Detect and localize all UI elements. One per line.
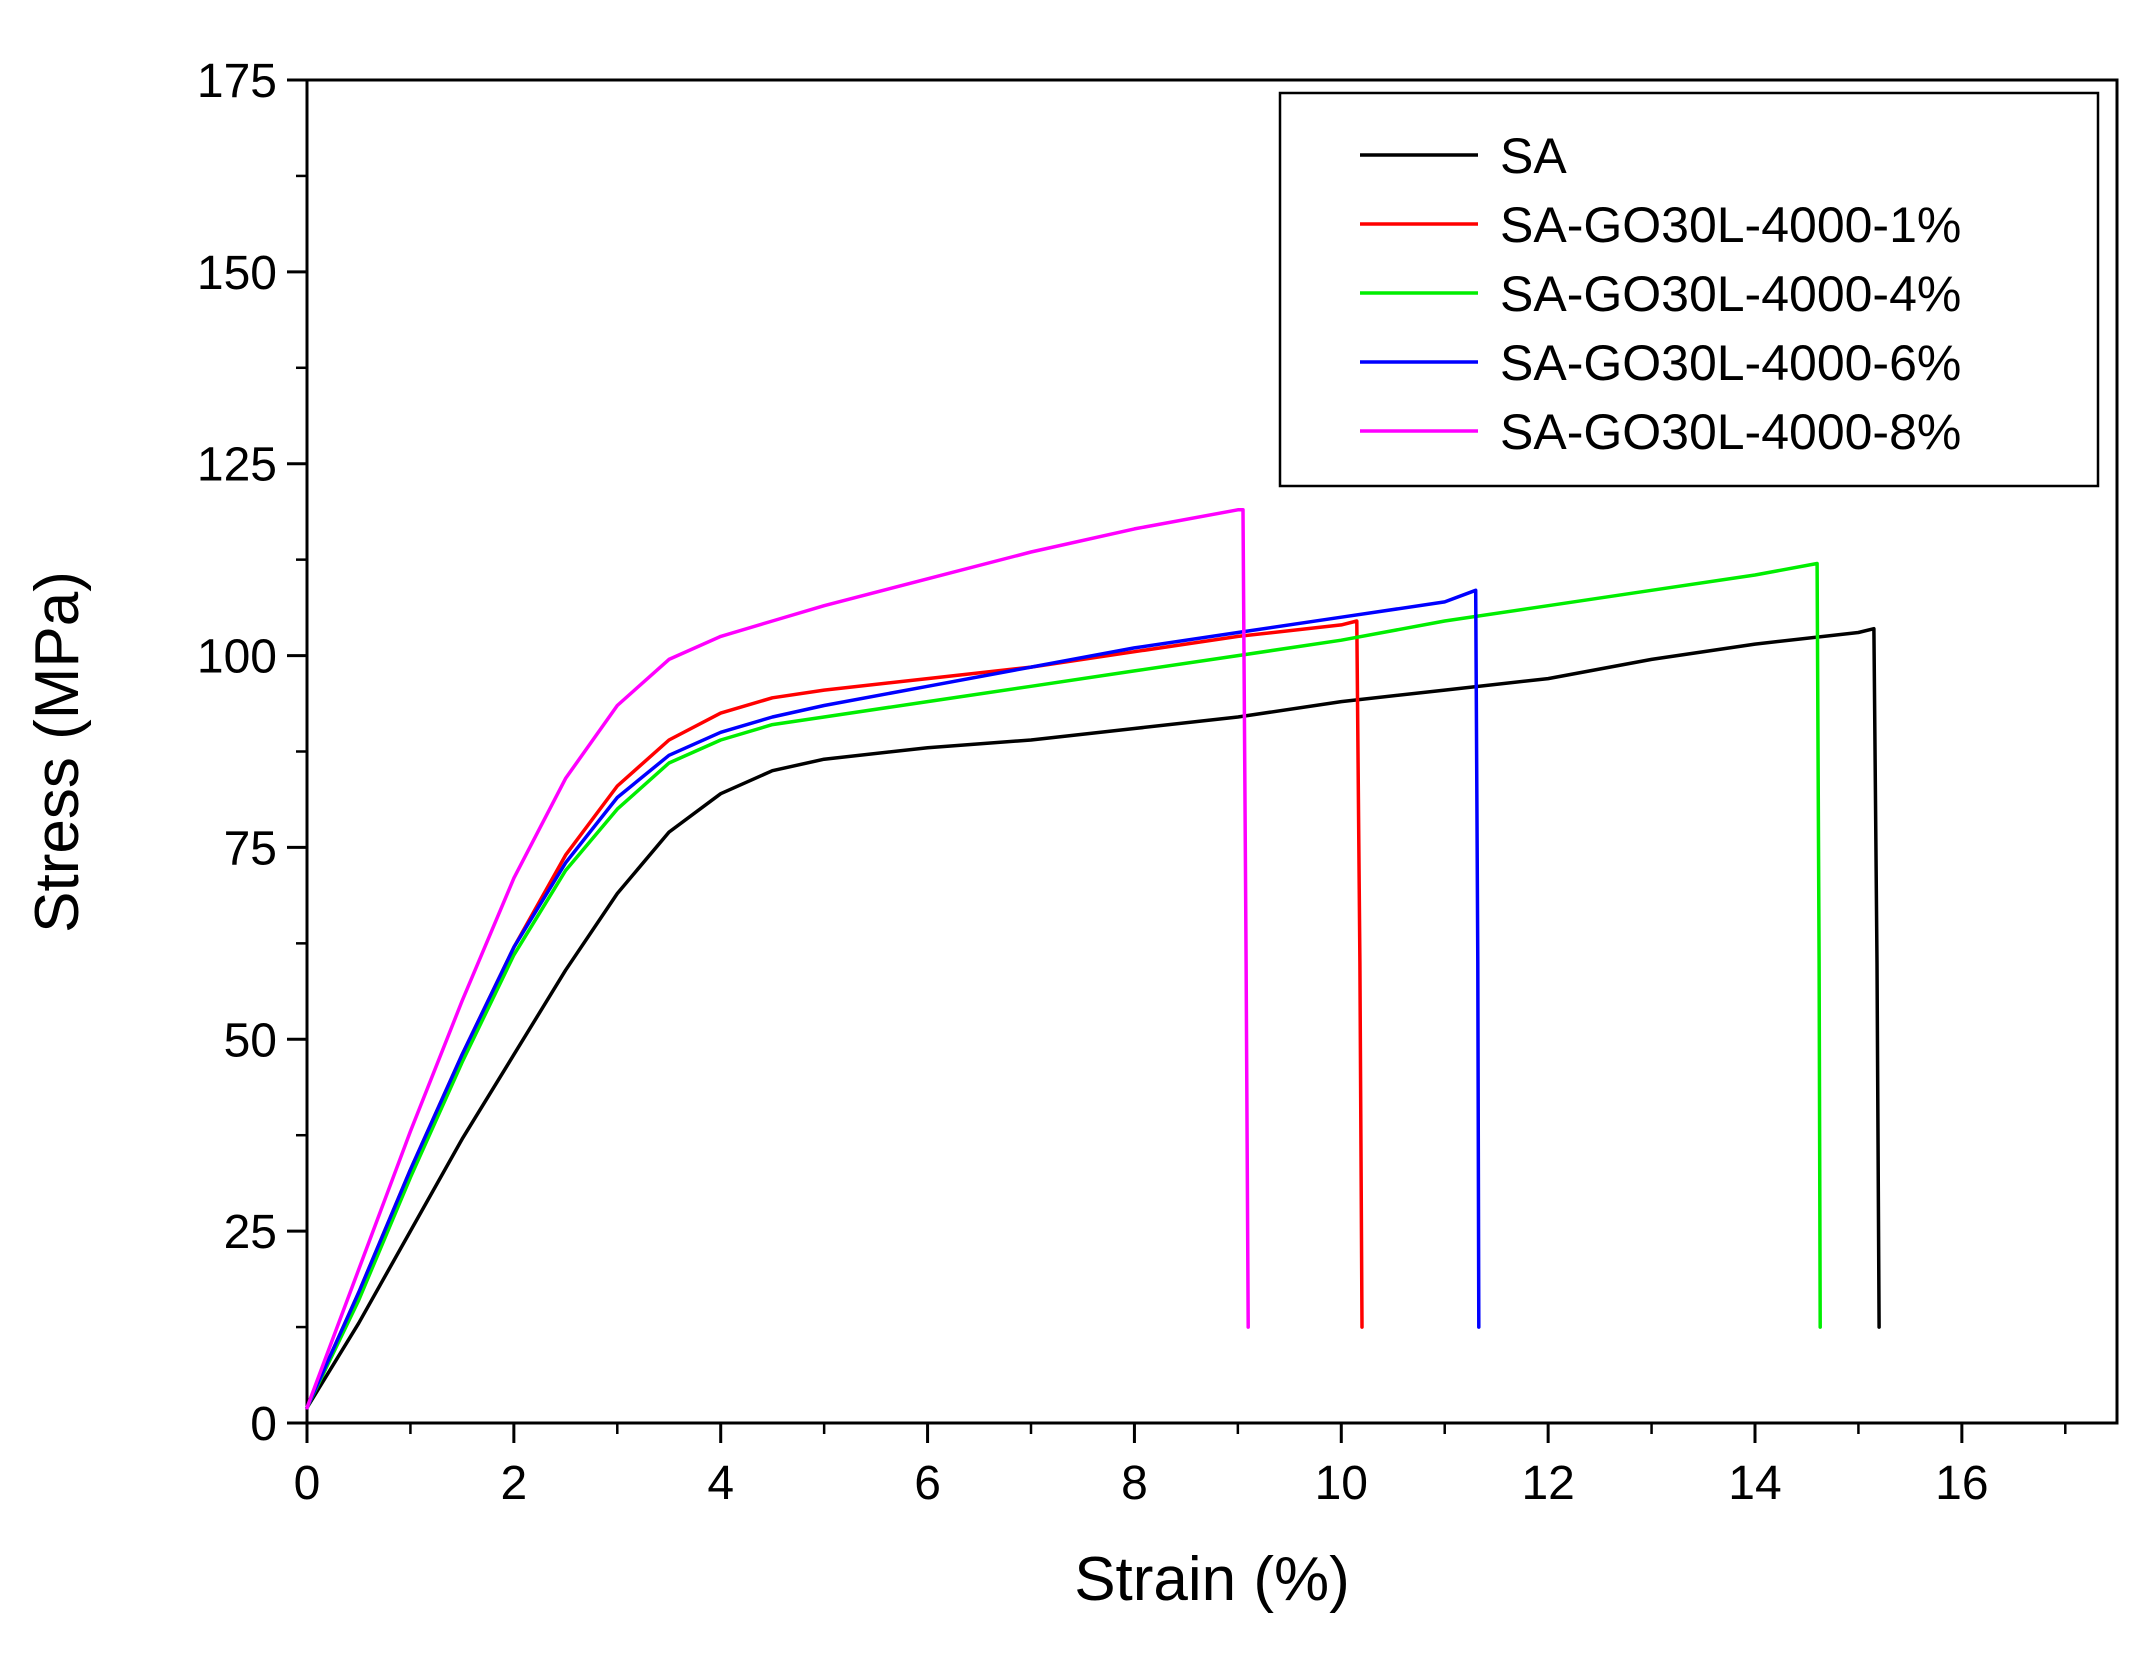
y-tick-labels: 0 25 50 75 100 125 150 175 — [197, 55, 277, 1451]
x-tick-label: 10 — [1315, 1457, 1368, 1510]
y-tick-label: 0 — [250, 1398, 277, 1451]
y-tick-label: 175 — [197, 55, 277, 108]
legend-label: SA-GO30L-4000-6% — [1500, 335, 1961, 391]
x-tick-label: 6 — [914, 1457, 941, 1510]
legend-label: SA-GO30L-4000-8% — [1500, 404, 1961, 460]
x-tick-label: 8 — [1121, 1457, 1148, 1510]
y-axis-title: Stress (MPa) — [23, 571, 92, 933]
series-line-4 — [305, 588, 1481, 1410]
x-axis-title: Strain (%) — [1074, 1545, 1350, 1614]
x-tick-label: 16 — [1935, 1457, 1988, 1510]
series-line-3 — [305, 561, 1822, 1410]
x-tick-label: 0 — [294, 1457, 321, 1510]
series-line-5 — [305, 508, 1250, 1410]
legend-label: SA-GO30L-4000-1% — [1500, 197, 1961, 253]
x-tick-label: 4 — [707, 1457, 734, 1510]
y-tick-label: 125 — [197, 439, 277, 492]
legend-label: SA — [1500, 128, 1567, 184]
x-tick-label: 14 — [1728, 1457, 1781, 1510]
legend-frame — [1278, 91, 2100, 488]
legend: SA SA-GO30L-4000-1% SA-GO30L-4000-4% SA-GO3… — [1278, 91, 2100, 488]
data-series — [305, 508, 1881, 1410]
y-tick-label: 150 — [197, 247, 277, 300]
y-tick-label: 75 — [224, 822, 277, 875]
y-tick-label: 25 — [224, 1206, 277, 1259]
series-line-1 — [305, 626, 1881, 1410]
y-tick-label: 50 — [224, 1014, 277, 1067]
x-tick-labels: 0 2 4 6 8 10 12 14 16 — [294, 1457, 1989, 1510]
y-tick-label: 100 — [197, 631, 277, 684]
x-tick-label: 2 — [501, 1457, 528, 1510]
axis-ticks — [287, 78, 2067, 1443]
x-tick-label: 12 — [1521, 1457, 1574, 1510]
legend-label: SA-GO30L-4000-4% — [1500, 266, 1961, 322]
